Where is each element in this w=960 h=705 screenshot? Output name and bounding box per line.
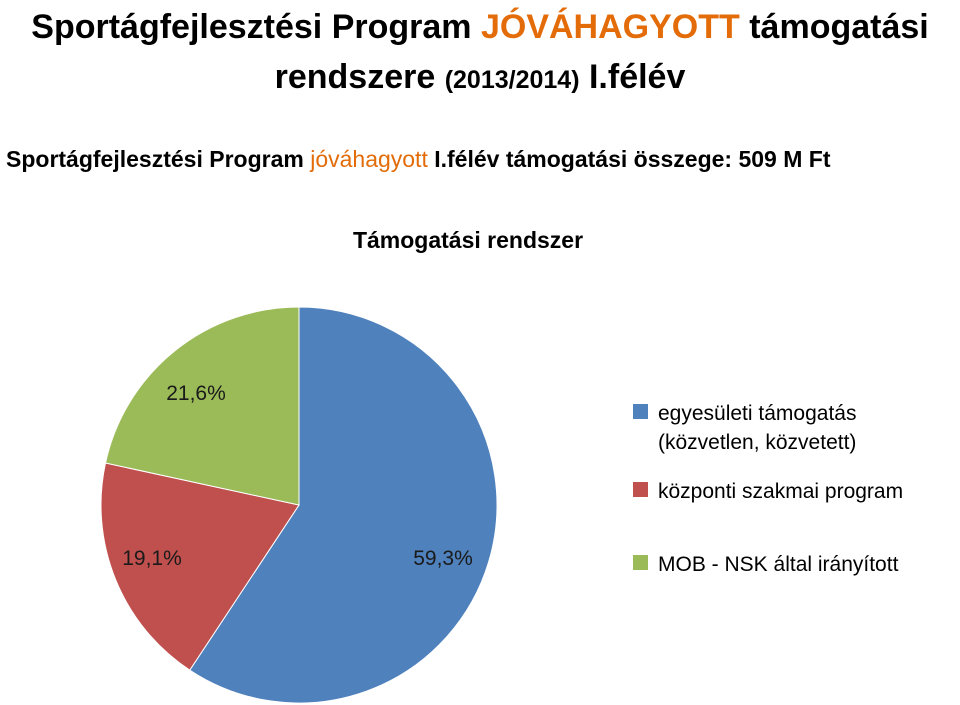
title-part-3: rendszere (274, 58, 436, 96)
pie-slice-3 (104, 306, 300, 506)
legend-label-1-line-1: egyesületi támogatás (658, 402, 856, 425)
title-year: (2013/2014) (444, 66, 580, 94)
slice-labels: 59,3% 19,1% 21,6% (122, 382, 473, 570)
legend-swatch-3 (633, 555, 648, 570)
title-part-4: I.félév (588, 58, 686, 96)
pie-slices (100, 306, 498, 704)
legend-swatch-1 (633, 404, 648, 419)
pie-slice-2 (100, 462, 300, 671)
page-title-line-1: Sportágfejlesztési Program JÓVÁHAGYOTT t… (0, 4, 960, 50)
subtitle-part-2: I.félév támogatási összege: 509 M Ft (434, 146, 831, 172)
slice-label-3: 21,6% (166, 382, 226, 405)
subtitle: Sportágfejlesztési Program jóváhagyott I… (6, 142, 830, 176)
slice-label-2: 19,1% (122, 547, 182, 570)
chart-legend: egyesületi támogatás (közvetlen, közvetet… (633, 402, 903, 576)
page-title-line-2: rendszere (2013/2014) I.félév (0, 54, 960, 103)
legend-label-2: központi szakmai program (658, 480, 903, 503)
subtitle-part-1: Sportágfejlesztési Program (6, 146, 304, 172)
pie-slice-1 (189, 306, 498, 704)
slice-label-1: 59,3% (413, 547, 473, 570)
chart-title: Támogatási rendszer (353, 227, 583, 253)
legend-swatch-2 (633, 482, 648, 497)
legend-label-3: MOB - NSK által irányított (658, 553, 899, 576)
legend-label-1-line-2: (közvetlen, közvetett) (658, 431, 856, 454)
subtitle-accent: jóváhagyott (310, 146, 428, 172)
title-accent-approved: JÓVÁHAGYOTT (480, 8, 740, 46)
title-part-1: Sportágfejlesztési Program (31, 8, 472, 46)
title-part-2: támogatási (749, 8, 929, 46)
